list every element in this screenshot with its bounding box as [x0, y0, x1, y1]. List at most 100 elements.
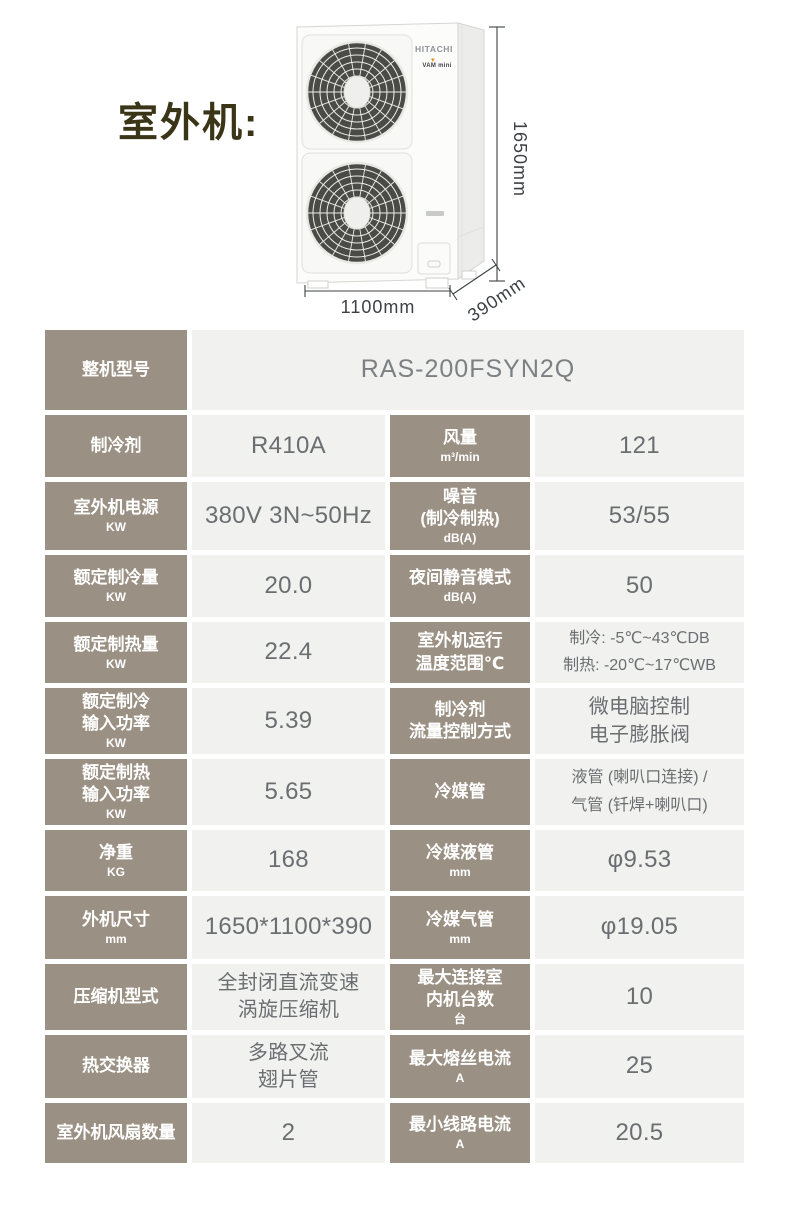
spec-unit: KW — [106, 656, 126, 671]
spec-value: 22.4 — [264, 638, 313, 666]
spec-value: 168 — [268, 846, 309, 874]
spec-value-cell: 20.5 — [535, 1103, 744, 1163]
spec-value: 53/55 — [608, 501, 671, 529]
spec-label-cell: 最小线路电流 A — [390, 1103, 530, 1163]
side-seam-bottom — [457, 226, 485, 238]
spec-label-cell: 最大连接室 内机台数台 — [390, 964, 530, 1030]
spec-value: 380V 3N~50Hz — [204, 501, 373, 529]
spec-label-cell: 外机尺寸 mm — [45, 896, 187, 959]
spec-value: 25 — [625, 1052, 654, 1080]
spec-value: 1650*1100*390 — [204, 913, 373, 941]
spec-value-cell: R410A — [192, 415, 385, 477]
spec-label: 额定制冷 输入功率 — [82, 692, 150, 734]
spec-label-cell: 室外机电源 KW — [45, 482, 187, 550]
spec-label: 额定制热量 — [73, 634, 159, 654]
spec-unit: A — [455, 1070, 465, 1085]
spec-label-cell: 冷媒气管 mm — [390, 896, 530, 959]
spec-label: 热交换器 — [82, 1056, 150, 1076]
spec-label: 额定制冷量 — [73, 568, 159, 588]
unit-foot — [461, 270, 477, 280]
spec-unit: KW — [106, 807, 126, 822]
spec-value-cell: 多路叉流 翅片管 — [192, 1035, 385, 1098]
spec-value: 20.0 — [264, 571, 313, 599]
spec-unit: KG — [107, 864, 125, 879]
spec-value-cell: 22.4 — [192, 622, 385, 683]
spec-value-cell: φ19.05 — [535, 896, 744, 959]
spec-value-cell: 微电脑控制 电子膨胀阀 — [535, 688, 744, 754]
spec-value-cell: 50 — [535, 555, 744, 617]
outdoor-unit-figure: HITACHI VAM mini 1650mm 1100mm — [290, 13, 540, 327]
spec-value-cell: 121 — [535, 415, 744, 477]
spec-label-cell: 室外机风扇数量 — [45, 1103, 187, 1163]
model-label-cell: 整机型号 — [45, 330, 187, 410]
spec-label: 制冷剂 流量控制方式 — [409, 699, 511, 741]
spec-label-cell: 夜间静音模式 dB(A) — [390, 555, 530, 617]
spec-value: 5.65 — [264, 777, 313, 805]
spec-value: 制冷: -5℃~43℃DB 制热: -20℃~17℃WB — [563, 630, 716, 674]
spec-value: 2 — [281, 1118, 296, 1146]
spec-label-cell: 压缩机型式 — [45, 964, 187, 1030]
spec-label: 最大熔丝电流 — [409, 1048, 511, 1068]
model-value: RAS-200FSYN2Q — [360, 355, 576, 384]
spec-unit: A — [455, 1137, 465, 1152]
spec-unit: KW — [106, 520, 126, 535]
spec-table: 整机型号 RAS-200FSYN2Q 制冷剂 R410A 风量 m³/min 121 室外… — [45, 330, 744, 1163]
spec-label: 噪音 (制冷制热) — [420, 487, 500, 529]
spec-unit: 台 — [453, 1012, 466, 1027]
spec-value-cell: 20.0 — [192, 555, 385, 617]
spec-unit: dB(A) — [443, 590, 477, 605]
spec-label-cell: 制冷剂 流量控制方式 — [390, 688, 530, 754]
model-value-cell: RAS-200FSYN2Q — [192, 330, 744, 410]
spec-value-cell: 25 — [535, 1035, 744, 1098]
spec-label-cell: 室外机运行 温度范围℃ — [390, 622, 530, 683]
spec-unit: mm — [449, 931, 471, 946]
spec-value: 液管 (喇叭口连接) / 气管 (钎焊+喇叭口) — [571, 769, 708, 814]
model-label: 整机型号 — [82, 359, 150, 379]
spec-label-cell: 净重 KG — [45, 830, 187, 891]
spec-label-cell: 额定制热 输入功率 KW — [45, 759, 187, 825]
spec-label: 室外机风扇数量 — [56, 1122, 176, 1142]
spec-value-cell: 5.65 — [192, 759, 385, 825]
spec-value: R410A — [251, 431, 326, 459]
spec-value: φ19.05 — [600, 913, 679, 941]
spec-unit: mm — [105, 931, 127, 946]
fan-grille-icon — [305, 161, 409, 265]
spec-label: 室外机运行 温度范围℃ — [415, 631, 505, 673]
spec-label: 制冷剂 — [90, 435, 142, 455]
height-dimension-label: 1650mm — [510, 121, 530, 197]
spec-value: φ9.53 — [607, 846, 672, 874]
width-dimension-label: 1100mm — [341, 297, 416, 317]
spec-label-cell: 制冷剂 — [45, 415, 187, 477]
hitachi-logo: HITACHI — [415, 44, 453, 54]
access-panel — [417, 242, 451, 275]
spec-value: 多路叉流 翅片管 — [247, 1041, 330, 1091]
spec-label-cell: 额定制冷 输入功率 KW — [45, 688, 187, 754]
fan-grille-icon — [305, 40, 409, 144]
spec-value: 50 — [625, 571, 654, 599]
spec-value: 20.5 — [615, 1118, 664, 1146]
spec-label: 最大连接室 内机台数 — [417, 968, 503, 1010]
spec-value-cell: 5.39 — [192, 688, 385, 754]
access-panel-handle — [427, 260, 441, 268]
vam-logo-accent-icon — [431, 58, 435, 62]
unit-foot — [307, 280, 329, 289]
spec-label: 夜间静音模式 — [409, 568, 511, 588]
spec-label: 净重 — [99, 842, 133, 862]
spec-value-cell: 制冷: -5℃~43℃DB 制热: -20℃~17℃WB — [535, 622, 744, 683]
unit-foot — [425, 277, 449, 289]
spec-label: 风量 — [443, 428, 477, 448]
spec-unit: KW — [106, 590, 126, 605]
spec-label: 冷媒液管 — [426, 842, 494, 862]
spec-label: 外机尺寸 — [82, 909, 150, 929]
vam-mini-logo: VAM mini — [422, 63, 451, 69]
spec-label-cell: 风量 m³/min — [390, 415, 530, 477]
spec-value: 121 — [619, 431, 660, 459]
spec-label: 冷媒气管 — [426, 909, 494, 929]
spec-value-cell: 液管 (喇叭口连接) / 气管 (钎焊+喇叭口) — [535, 759, 744, 825]
spec-unit: dB(A) — [443, 531, 477, 546]
spec-label-cell: 额定制热量 KW — [45, 622, 187, 683]
spec-value-cell: 53/55 — [535, 482, 744, 550]
spec-value-cell: 168 — [192, 830, 385, 891]
spec-label-cell: 噪音 (制冷制热) dB(A) — [390, 482, 530, 550]
spec-value: 5.39 — [264, 706, 313, 734]
